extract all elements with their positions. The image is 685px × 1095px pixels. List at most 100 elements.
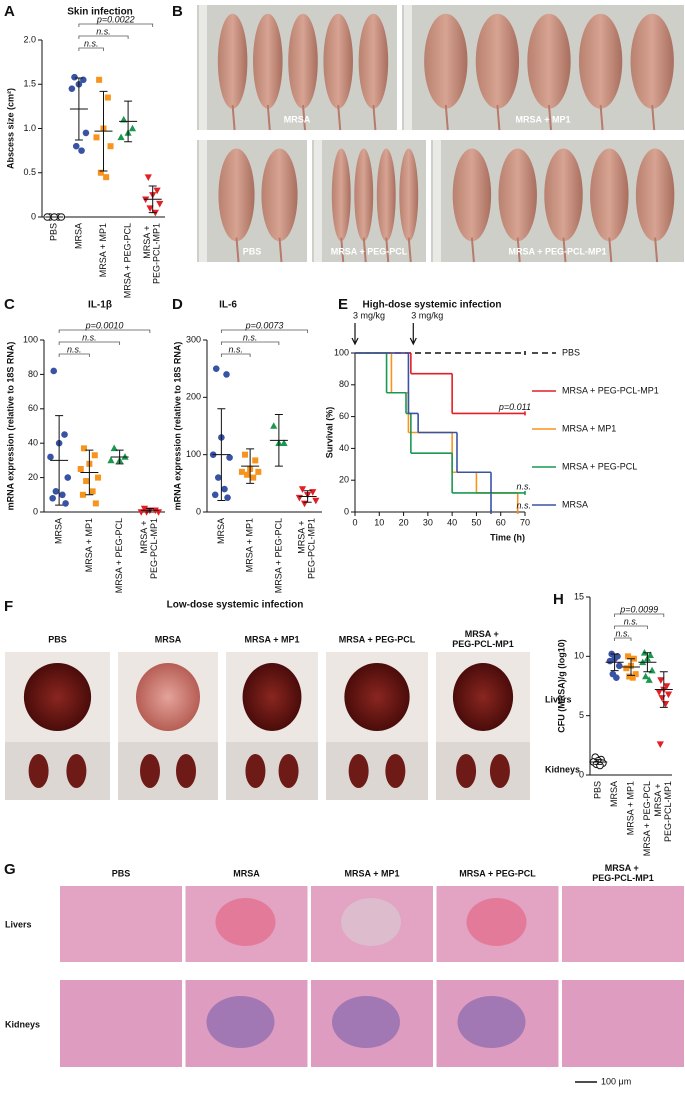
data-point <box>68 85 76 92</box>
error-bar <box>594 759 603 765</box>
error-bar <box>124 100 133 143</box>
data-point <box>646 651 654 658</box>
x-axis-label: Time (h) <box>490 532 525 542</box>
x-tick-label: 30 <box>423 517 433 527</box>
column-label: PBS <box>48 634 67 644</box>
data-point <box>280 439 288 446</box>
data-point <box>615 662 623 670</box>
tail <box>562 237 567 263</box>
histology <box>60 980 182 1067</box>
y-tick-label: 40 <box>28 438 38 448</box>
y-axis-label: Survival (%) <box>324 407 334 459</box>
panel-letter: C <box>4 296 15 313</box>
x-tick-label: MRSA <box>73 223 83 249</box>
data-point <box>655 689 663 696</box>
x-tick-label: MRSA + PEG-PCL-MP1 <box>297 518 317 579</box>
y-tick-label: 60 <box>28 403 38 413</box>
kidney <box>140 754 160 788</box>
error-bar <box>55 415 64 506</box>
data-point <box>103 174 110 181</box>
chart-title: High-dose systemic infection <box>363 300 502 311</box>
y-tick-label: 0.5 <box>23 167 36 177</box>
kidney-photo <box>436 742 530 800</box>
data-point <box>295 494 304 502</box>
tail <box>651 104 656 131</box>
significance-bracket <box>220 329 309 333</box>
mouse <box>354 148 374 242</box>
dose-label: 3 mg/kg <box>353 310 385 320</box>
significance-label: n.s. <box>84 38 99 48</box>
y-tick-label: 80 <box>339 379 349 389</box>
x-tick-label: 0 <box>352 517 357 527</box>
significance-label: n.s. <box>82 332 97 342</box>
data-point <box>625 653 632 660</box>
y-tick-label: 60 <box>339 411 349 421</box>
significance-bracket <box>78 23 154 27</box>
mouse <box>288 13 318 109</box>
error-bar <box>148 185 157 214</box>
panel-letter: B <box>172 3 183 20</box>
data-point <box>80 445 87 452</box>
tail <box>340 237 345 263</box>
significance-bracket <box>220 341 280 345</box>
significance-label: n.s. <box>67 344 82 354</box>
significance-bracket <box>58 341 121 345</box>
photo-label: MRSA + MP1 <box>516 114 571 124</box>
legend-label: PBS <box>562 347 580 357</box>
end-label: p=0.011 <box>498 402 531 412</box>
error-bar <box>610 653 619 672</box>
y-tick-label: 100 <box>186 449 201 459</box>
data-point <box>50 367 58 375</box>
liver <box>344 663 410 731</box>
x-tick-label: MRSA + PEG-PCL <box>114 518 124 593</box>
end-label: n.s. <box>516 481 531 491</box>
row-label: Kidneys <box>545 764 580 774</box>
significance-bracket <box>614 613 665 617</box>
panel-letter: E <box>338 296 348 313</box>
mouse <box>498 148 537 242</box>
y-tick-label: 0 <box>33 506 38 516</box>
photo-label: PBS <box>243 246 262 256</box>
y-tick-label: 20 <box>28 472 38 482</box>
error-bar <box>145 508 154 513</box>
column-label: MRSA <box>155 634 182 644</box>
ruler <box>199 140 207 262</box>
significance-bracket <box>220 353 251 357</box>
significance-label: n.s. <box>616 628 631 638</box>
panel-letter: G <box>4 861 16 878</box>
error-bar <box>659 671 668 708</box>
mouse <box>253 13 283 109</box>
liver <box>23 663 92 731</box>
y-tick-label: 100 <box>23 334 38 344</box>
data-point <box>144 174 152 181</box>
tail <box>516 237 521 263</box>
data-point <box>117 133 125 141</box>
x-tick-label: PBS <box>49 223 59 241</box>
tail <box>235 237 240 263</box>
data-point <box>82 129 90 137</box>
histology <box>562 980 684 1067</box>
data-point <box>137 509 145 516</box>
data-point <box>154 509 163 516</box>
y-tick-label: 0 <box>196 506 201 516</box>
mouse <box>630 13 674 109</box>
mouse <box>218 148 255 242</box>
data-point <box>606 657 614 665</box>
error-bar <box>627 658 635 676</box>
tail <box>407 237 412 263</box>
data-point <box>632 671 639 678</box>
kidney-photo <box>118 742 218 800</box>
x-tick-label: MRSA <box>609 781 619 807</box>
column-label: MRSA + PEG-PCL <box>459 868 536 878</box>
tail <box>599 104 604 131</box>
kidney <box>278 754 299 788</box>
x-tick-label: MRSA <box>54 518 64 544</box>
mouse <box>376 148 396 242</box>
mouse <box>323 13 353 109</box>
tail <box>470 237 475 263</box>
lesion <box>215 898 276 946</box>
liver <box>242 663 302 731</box>
photo-label: MRSA + PEG-PCL <box>331 246 408 256</box>
data-point <box>97 169 104 176</box>
mouse <box>527 13 571 109</box>
